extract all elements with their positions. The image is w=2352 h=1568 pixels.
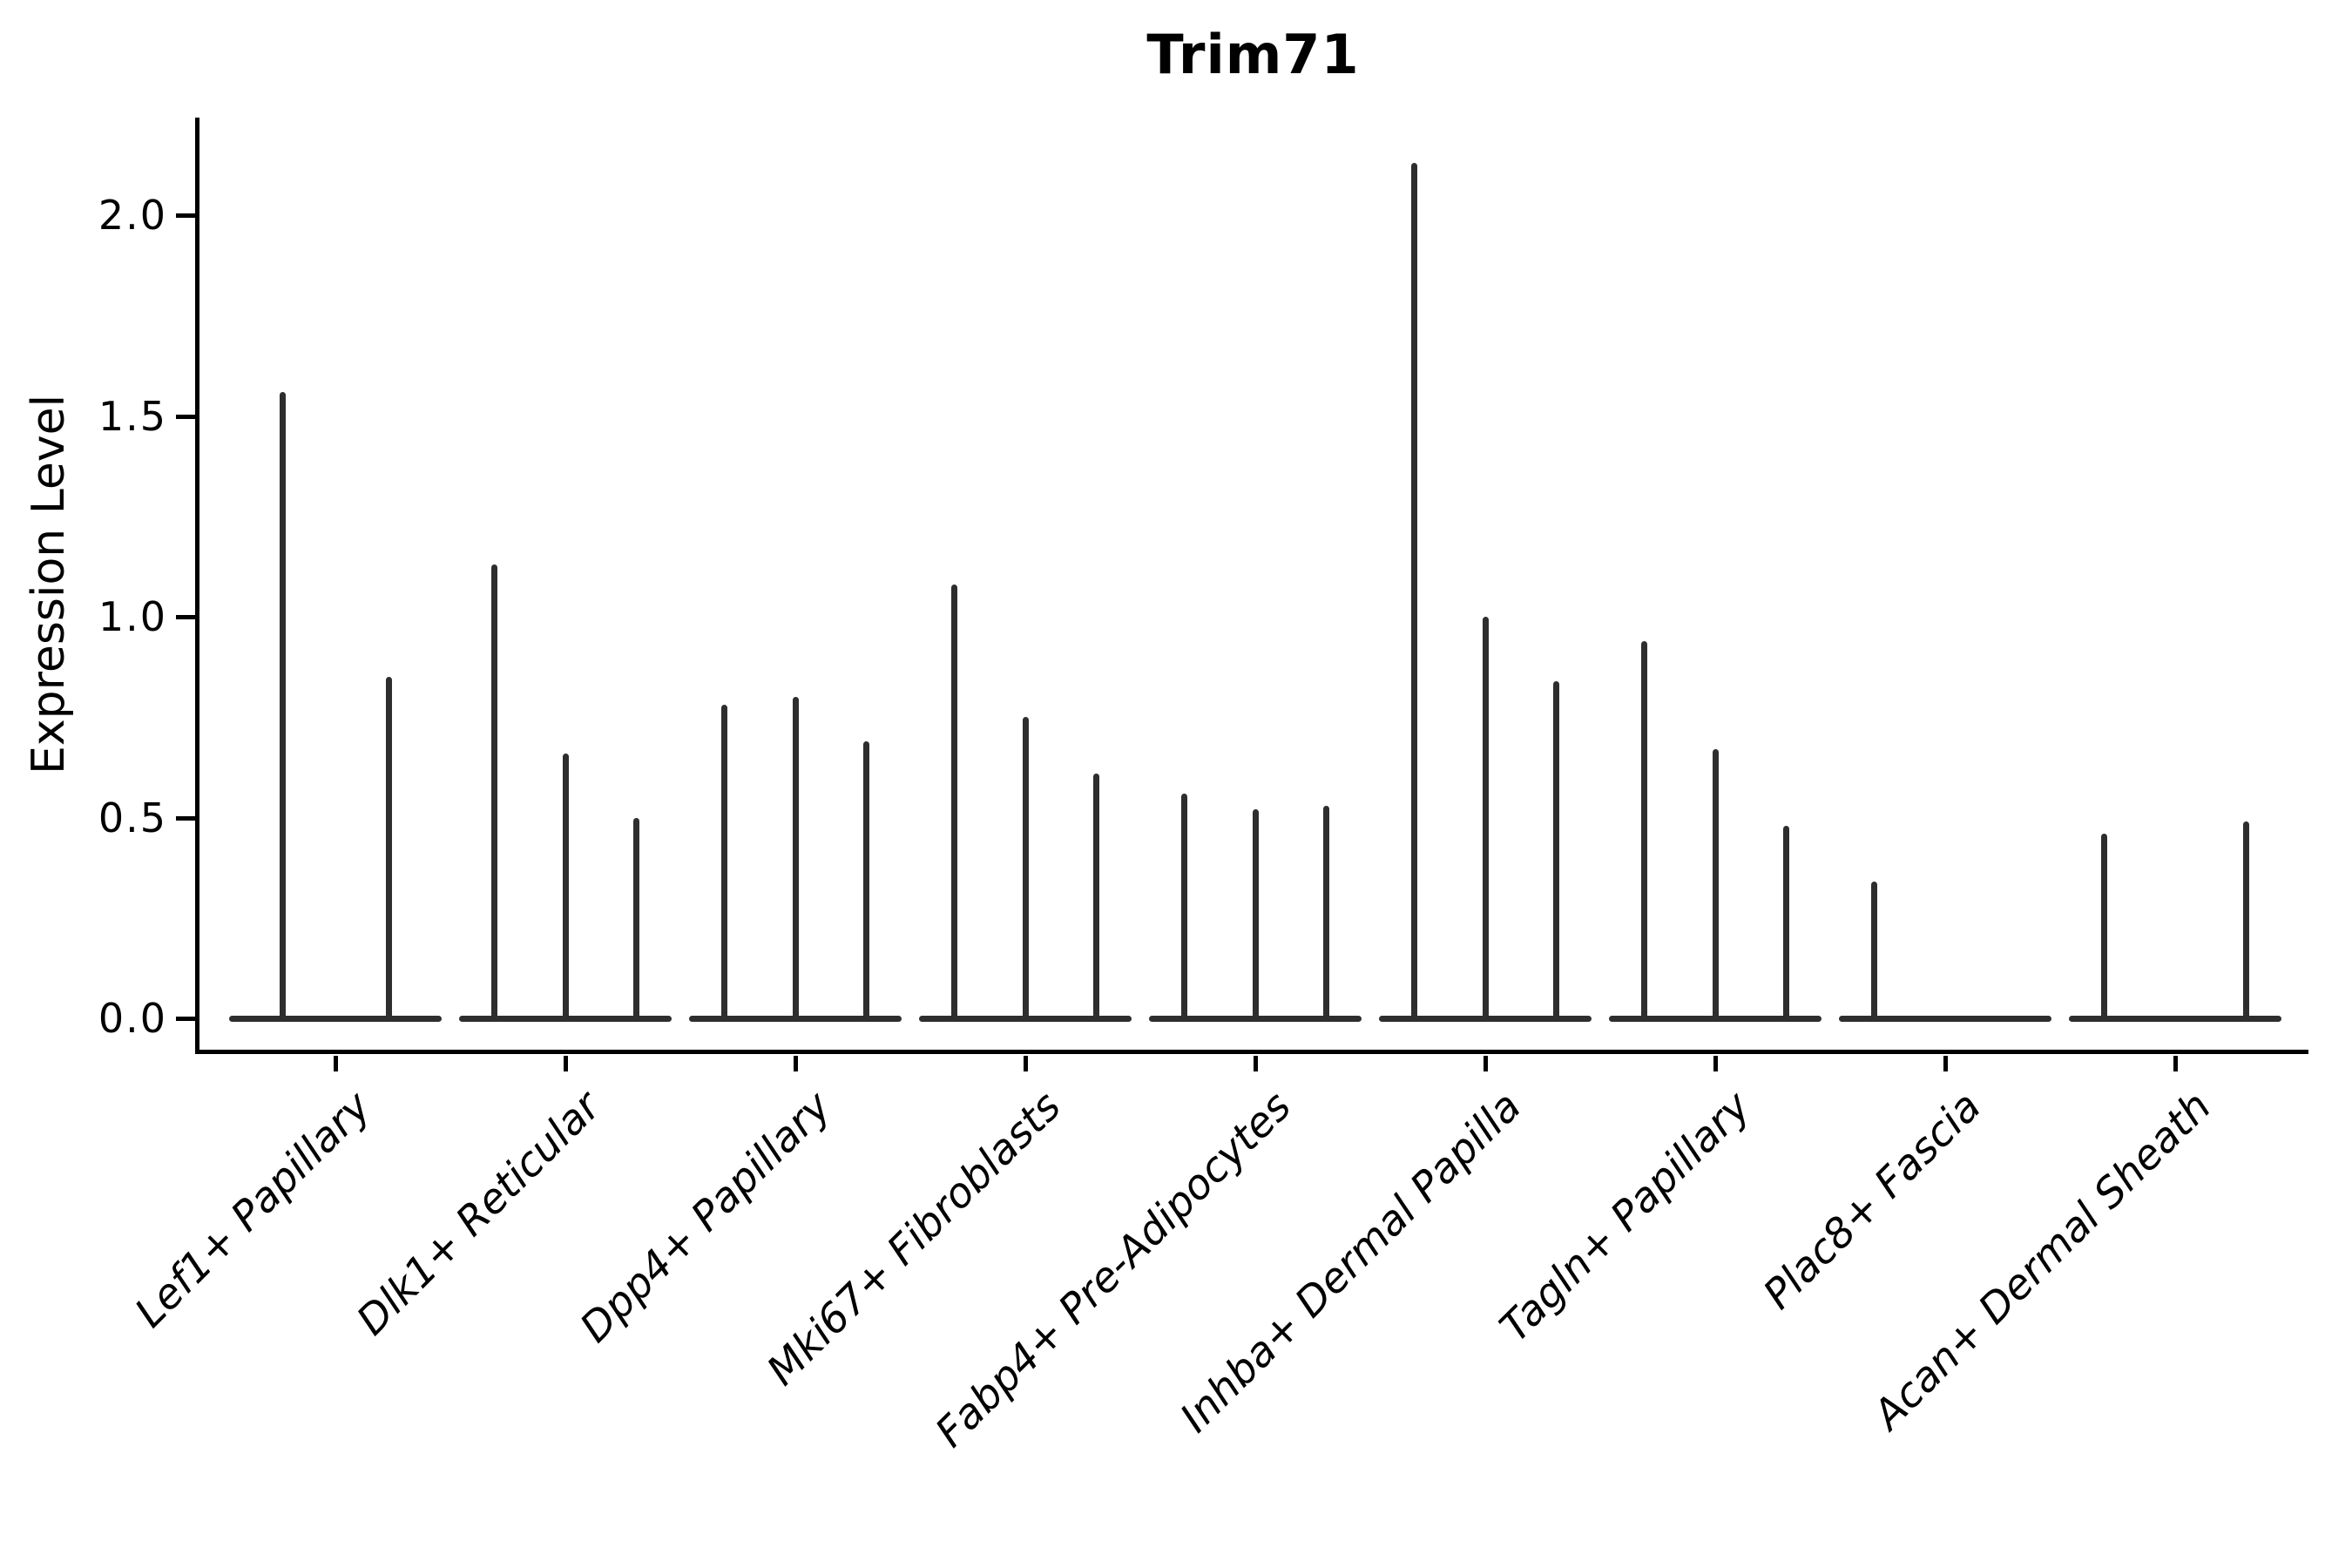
- violin-spike: [1022, 717, 1029, 1018]
- y-tick-label: 0.0: [98, 995, 167, 1042]
- x-tick: [2173, 1056, 2178, 1071]
- violin-baseline: [459, 1015, 672, 1022]
- x-tick: [1254, 1056, 1258, 1071]
- x-tick: [1943, 1056, 1948, 1071]
- violin-baseline: [2069, 1015, 2281, 1022]
- violin-spike: [2242, 821, 2249, 1018]
- violin-baseline: [1839, 1015, 2051, 1022]
- plot-title: Trim71: [1146, 23, 1360, 86]
- x-tick: [1713, 1056, 1718, 1071]
- violin-spike: [1482, 617, 1489, 1018]
- violin-spike: [2101, 833, 2108, 1018]
- x-tick-label-text: Tagln+ Papillary: [1490, 1082, 1761, 1352]
- violin-spike: [1641, 640, 1648, 1018]
- violin-baseline: [1609, 1015, 1821, 1022]
- violin-spike: [1712, 749, 1719, 1018]
- y-tick-label: 2.0: [98, 192, 167, 239]
- violin-spike: [792, 697, 799, 1018]
- violin-spike: [1871, 882, 1878, 1018]
- violin-spike: [721, 705, 728, 1018]
- y-axis-spine: [195, 118, 199, 1054]
- y-tick-label: 0.5: [98, 794, 167, 841]
- violin-baseline: [919, 1015, 1132, 1022]
- y-tick: [176, 414, 195, 419]
- violin-spike: [562, 753, 569, 1018]
- violin-spike: [1411, 163, 1418, 1018]
- violin-spike: [632, 817, 639, 1018]
- y-tick: [176, 1017, 195, 1021]
- y-tick-label: 1.0: [98, 593, 167, 640]
- x-axis-spine: [195, 1050, 2308, 1054]
- x-tick: [334, 1056, 338, 1071]
- violin-spike: [1552, 680, 1559, 1018]
- x-tick-label-text: Plac8+ Fascia: [1754, 1082, 1990, 1319]
- x-tick: [564, 1056, 568, 1071]
- violin-spike: [491, 564, 498, 1018]
- violin-spike: [951, 585, 958, 1018]
- violin-spike: [279, 391, 286, 1018]
- violin-baseline: [1379, 1015, 1592, 1022]
- y-tick-label: 1.5: [98, 392, 167, 440]
- y-tick: [176, 815, 195, 821]
- violin-baseline: [689, 1015, 902, 1022]
- y-tick: [176, 213, 195, 218]
- x-tick-label-text: Dlk1+ Reticular: [348, 1082, 611, 1345]
- violin-spike: [385, 677, 392, 1018]
- y-tick: [176, 615, 195, 619]
- violin-spike: [1322, 805, 1329, 1018]
- x-tick-label-text: Lef1+ Papillary: [125, 1082, 381, 1337]
- x-tick-label-text: Dpp4+ Papillary: [571, 1082, 841, 1352]
- violin-spike: [1252, 809, 1259, 1018]
- x-tick: [794, 1056, 798, 1071]
- violin-baseline: [1149, 1015, 1362, 1022]
- x-tick: [1024, 1056, 1028, 1071]
- violin-spike: [1092, 773, 1099, 1018]
- x-tick: [1484, 1056, 1488, 1071]
- violin-spike: [862, 740, 869, 1018]
- violin-baseline: [229, 1015, 442, 1022]
- violin-spike: [1782, 825, 1789, 1018]
- violin-spike: [1181, 793, 1188, 1018]
